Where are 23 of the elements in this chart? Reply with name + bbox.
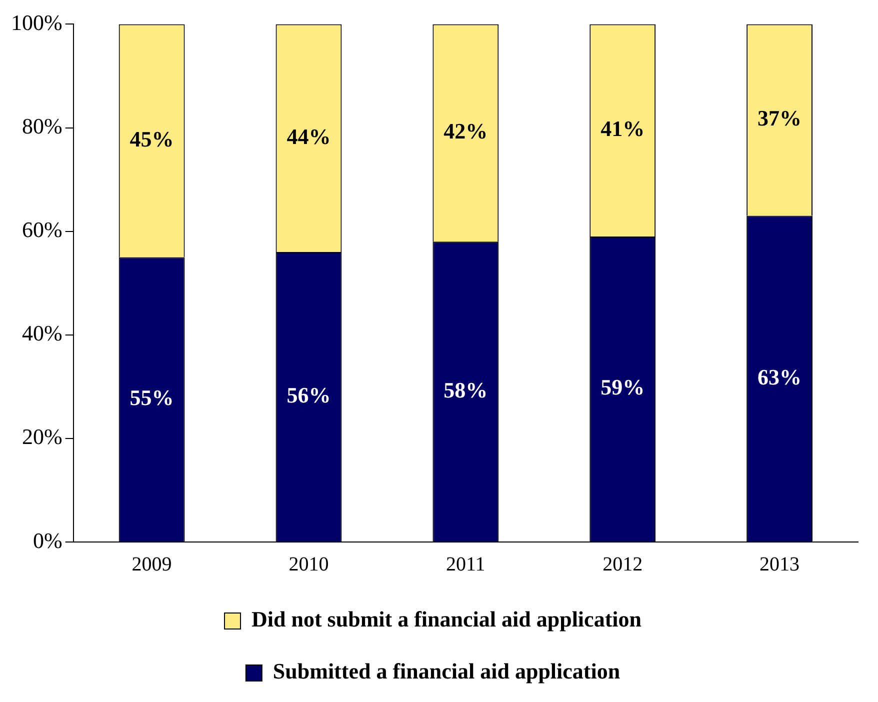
y-tick-label: 20%	[22, 424, 62, 450]
text: 56%	[286, 382, 331, 408]
y-tick-label: 0%	[33, 528, 62, 553]
text: 58%	[444, 377, 488, 402]
text: 63%	[758, 364, 802, 390]
y-tick-label: 80%	[22, 114, 62, 139]
text: 37%	[758, 106, 802, 131]
text: 55%	[130, 385, 174, 410]
x-tick-label: 2013	[760, 553, 800, 576]
x-tick-label: 2010	[288, 553, 329, 576]
legend-label: Submitted a financial aid application	[272, 658, 620, 684]
text: 41%	[600, 116, 645, 142]
x-tick-label: 2009	[132, 553, 172, 576]
text: 45%	[130, 126, 174, 152]
legend-label: Did not submit a financial aid application	[252, 606, 642, 632]
x-tick-label: 2011	[446, 553, 486, 576]
text: 59%	[600, 374, 645, 400]
y-tick-label: 60%	[22, 217, 62, 242]
x-tick-label: 2012	[602, 553, 643, 576]
text: 42%	[444, 118, 488, 144]
text: 44%	[286, 124, 331, 149]
y-tick-label: 100%	[11, 10, 62, 35]
y-tick-label: 40%	[22, 320, 62, 346]
